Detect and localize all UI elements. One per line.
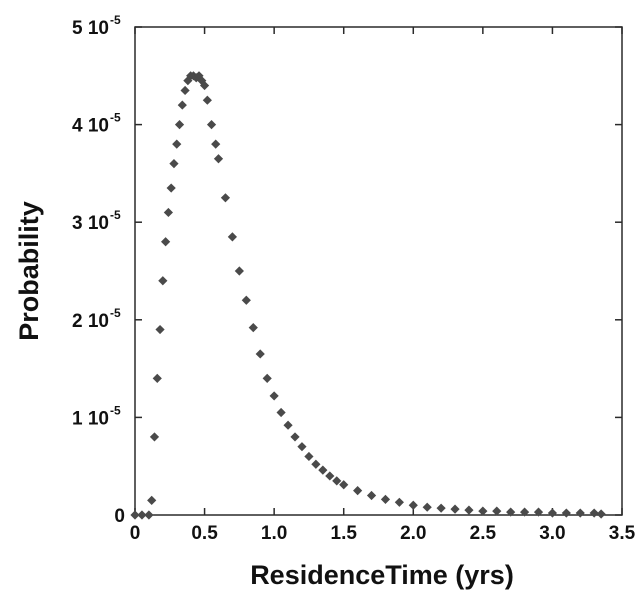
x-tick-label: 0.5 — [191, 523, 218, 544]
data-point — [464, 505, 474, 515]
y-tick-label: 4 10 — [72, 116, 109, 137]
data-point — [202, 95, 212, 105]
x-tick-label: 2.5 — [470, 523, 497, 544]
data-point — [533, 507, 544, 517]
data-point — [262, 373, 272, 383]
data-point — [211, 139, 221, 149]
data-point — [144, 510, 154, 520]
data-point — [155, 324, 165, 335]
y-tick-label: 3 10 — [72, 213, 109, 234]
data-point — [172, 139, 182, 149]
data-point — [166, 183, 176, 193]
data-point — [297, 442, 307, 452]
data-point — [180, 85, 190, 96]
x-tick-label: 1.0 — [261, 523, 287, 544]
y-tick-label: 1 10 — [72, 408, 109, 429]
data-point — [213, 154, 224, 164]
data-point — [169, 159, 179, 169]
x-tick-labels: 0 0.5 1.0 1.5 2.0 2.5 3.0 3.5 — [130, 523, 636, 544]
data-point — [506, 507, 516, 517]
data-point — [332, 476, 342, 486]
data-point — [366, 490, 377, 501]
data-point — [241, 295, 251, 305]
data-point — [255, 349, 265, 359]
data-point — [547, 508, 558, 518]
data-point — [436, 503, 446, 513]
data-point — [163, 207, 173, 218]
y-tick-label: 2 10 — [72, 311, 109, 332]
x-tick-label: 1.5 — [331, 523, 358, 544]
data-point — [325, 471, 335, 481]
y-tick-exponent: -5 — [110, 111, 121, 125]
y-tick-label: 0 — [114, 506, 125, 527]
data-point — [234, 266, 244, 276]
data-point — [149, 432, 160, 442]
data-point — [353, 486, 363, 496]
data-point — [269, 391, 279, 401]
data-point — [318, 465, 328, 475]
x-tick-label: 2.0 — [400, 523, 426, 544]
data-point — [422, 502, 432, 512]
data-point — [589, 508, 599, 518]
data-point — [147, 495, 157, 505]
data-points — [130, 71, 606, 520]
data-point — [276, 407, 286, 418]
data-point — [177, 100, 187, 110]
data-point — [380, 494, 391, 504]
data-point — [492, 506, 502, 516]
data-point — [191, 73, 201, 83]
data-point — [152, 373, 162, 383]
data-point — [339, 480, 349, 490]
data-point — [561, 508, 571, 518]
data-point — [130, 510, 140, 520]
y-tick-exponent: -5 — [110, 306, 121, 320]
y-tick-exponent: -5 — [110, 403, 121, 417]
y-tick-labels: 01 10 -52 10 -53 10 -54 10 -55 10 -5 — [72, 13, 125, 527]
data-point — [408, 500, 418, 510]
data-point — [290, 432, 300, 442]
data-point — [248, 323, 258, 333]
y-axis-title: Probability — [14, 201, 44, 341]
data-point — [575, 508, 585, 518]
data-point — [206, 120, 217, 130]
data-point — [520, 507, 530, 517]
x-tick-label: 3.5 — [609, 523, 636, 544]
data-point — [478, 506, 488, 516]
y-tick-exponent: -5 — [110, 208, 121, 222]
data-point — [158, 276, 168, 286]
data-point — [596, 509, 606, 519]
data-point — [283, 420, 293, 430]
y-tick-label: 5 10 — [72, 18, 109, 39]
data-point — [450, 504, 460, 514]
data-point — [174, 120, 185, 130]
data-point — [311, 459, 321, 469]
x-tick-label: 0 — [130, 523, 141, 544]
plot-frame — [134, 26, 623, 516]
data-point — [227, 232, 237, 242]
data-point — [199, 80, 210, 91]
data-point — [137, 510, 147, 520]
y-tick-exponent: -5 — [110, 13, 121, 27]
data-point — [304, 451, 314, 462]
data-point — [394, 497, 404, 507]
x-tick-label: 3.0 — [539, 523, 565, 544]
data-point — [161, 237, 171, 247]
x-axis-title: ResidenceTime (yrs) — [250, 560, 514, 590]
data-point — [220, 193, 231, 203]
